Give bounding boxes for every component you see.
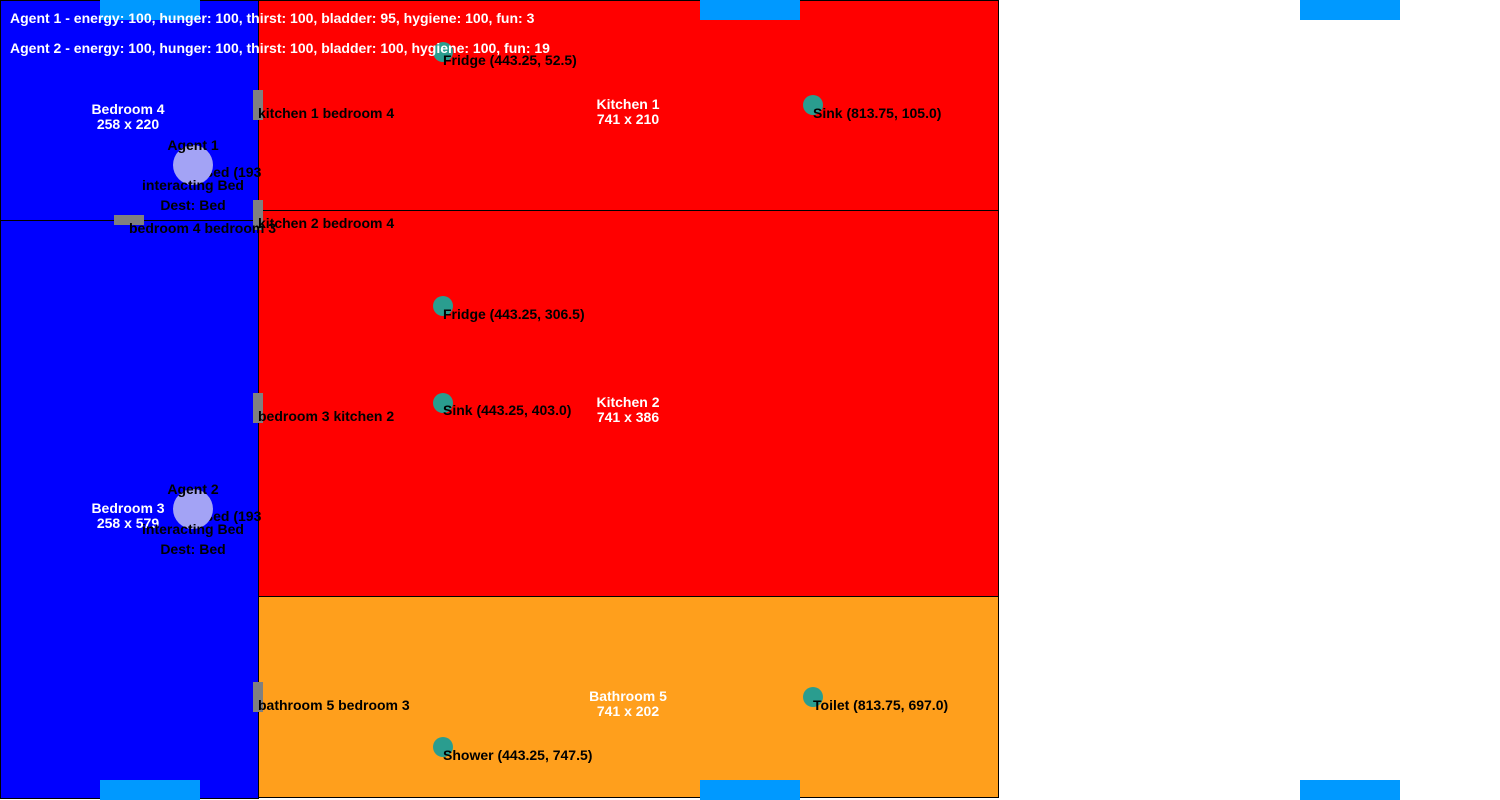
sink-kitchen-2-label: Sink (443.25, 403.0) <box>443 402 572 418</box>
fridge-kitchen-2-label: Fridge (443.25, 306.5) <box>443 306 585 322</box>
agent-2-name: Agent 2 <box>167 481 219 497</box>
room-name: Kitchen 1 <box>596 96 660 112</box>
room-size: 741 x 202 <box>596 703 660 719</box>
agent-2-action: interacting Bed <box>142 521 244 537</box>
edge-marker-bottom-left <box>100 780 200 800</box>
edge-marker-top-left <box>100 0 200 20</box>
edge-marker-bottom-right <box>1300 780 1400 800</box>
sink-kitchen-1[interactable] <box>803 95 823 115</box>
room-name: Bathroom 5 <box>589 688 667 704</box>
room-bedroom-3 <box>0 220 259 799</box>
door-label-kitchen-2-bedroom-4: kitchen 2 bedroom 4 <box>258 215 395 231</box>
room-size: 741 x 210 <box>596 111 660 127</box>
shower-bathroom-5[interactable] <box>433 737 453 757</box>
agent-1-status: Agent 1 - energy: 100, hunger: 100, thir… <box>10 10 535 26</box>
edge-marker-top-right <box>1300 0 1400 20</box>
door-label-bathroom-5-bedroom-3: bathroom 5 bedroom 3 <box>258 697 410 713</box>
door-label-bedroom-4-bedroom-3: bedroom 4 bedroom 3 <box>129 220 277 236</box>
room-name: Bedroom 3 <box>91 500 165 516</box>
room-name: Bedroom 4 <box>91 101 165 117</box>
room-bathroom-5 <box>258 596 999 798</box>
shower-bathroom-5-label: Shower (443.25, 747.5) <box>443 747 593 763</box>
edge-marker-top-center <box>700 0 800 20</box>
agent-1-name: Agent 1 <box>167 137 219 153</box>
door-label-kitchen-1-bedroom-4: kitchen 1 bedroom 4 <box>258 105 395 121</box>
agent-1-destination: Dest: Bed <box>160 197 226 213</box>
toilet-bathroom-5-label: Toilet (813.75, 697.0) <box>813 697 949 713</box>
fridge-kitchen-2[interactable] <box>433 296 453 316</box>
room-size: 258 x 579 <box>96 515 160 531</box>
room-name: Kitchen 2 <box>596 394 660 410</box>
room-label-kitchen-1: Kitchen 1 741 x 210 <box>558 97 698 127</box>
agent-1[interactable] <box>173 145 213 185</box>
agent-2-status: Agent 2 - energy: 100, hunger: 100, thir… <box>10 40 550 56</box>
room-label-bedroom-4: Bedroom 4 258 x 220 <box>58 102 198 132</box>
room-label-bedroom-3: Bedroom 3 258 x 579 <box>58 501 198 531</box>
room-label-kitchen-2: Kitchen 2 741 x 386 <box>558 395 698 425</box>
fridge-kitchen-1-label: Fridge (443.25, 52.5) <box>443 52 577 68</box>
edge-marker-bottom-center <box>700 780 800 800</box>
fridge-kitchen-1[interactable] <box>433 42 453 62</box>
sink-kitchen-1-label: Sink (813.75, 105.0) <box>813 105 942 121</box>
agent-1-action: interacting Bed <box>142 177 244 193</box>
agent-2-destination: Dest: Bed <box>160 541 226 557</box>
room-bedroom-4 <box>0 0 259 221</box>
door-label-bedroom-3-kitchen-2: bedroom 3 kitchen 2 <box>258 408 395 424</box>
door-bathroom-5-bedroom-3[interactable] <box>253 682 263 712</box>
room-size: 258 x 220 <box>96 116 160 132</box>
room-label-bathroom-5: Bathroom 5 741 x 202 <box>558 689 698 719</box>
sink-kitchen-2[interactable] <box>433 393 453 413</box>
agent-2[interactable] <box>173 489 213 529</box>
room-size: 741 x 386 <box>596 409 660 425</box>
door-bedroom-4-bedroom-3[interactable] <box>114 215 144 225</box>
bed-bedroom-4-label: Bed (193 <box>203 164 262 180</box>
room-kitchen-1 <box>258 0 999 211</box>
toilet-bathroom-5[interactable] <box>803 687 823 707</box>
door-bedroom-3-kitchen-2[interactable] <box>253 393 263 423</box>
room-kitchen-2 <box>258 210 999 597</box>
door-kitchen-1-bedroom-4[interactable] <box>253 90 263 120</box>
door-kitchen-2-bedroom-4[interactable] <box>253 200 263 230</box>
bed-bedroom-3-label: Bed (193 <box>203 508 262 524</box>
